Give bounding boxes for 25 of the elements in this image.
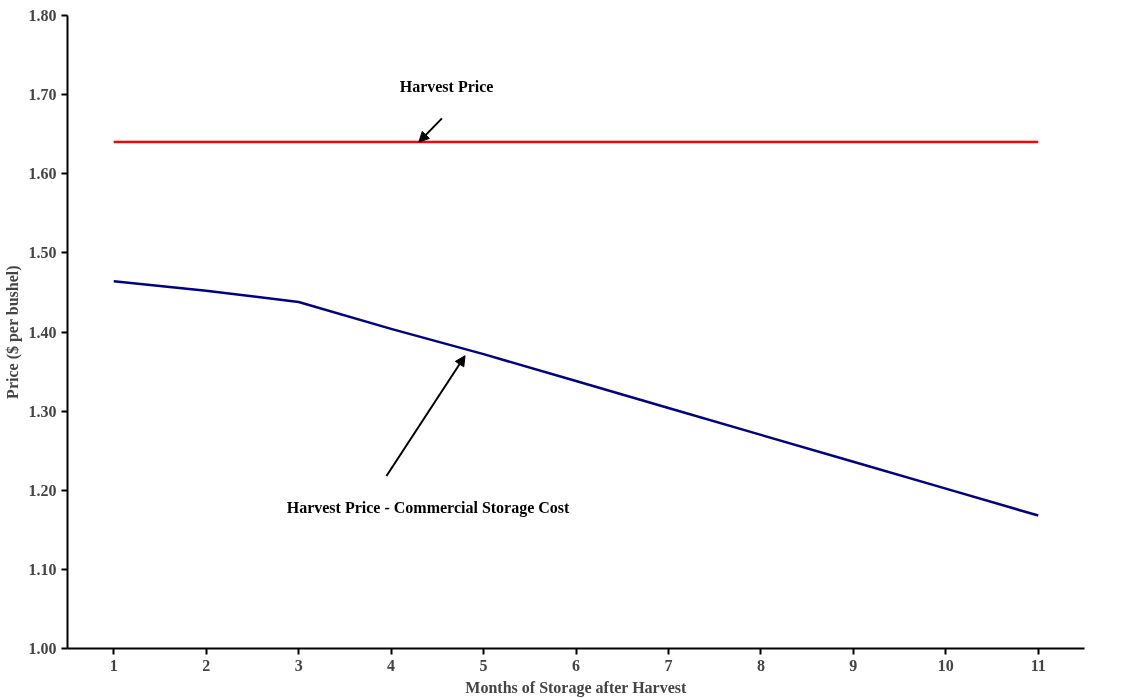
annotation: Harvest Price - Commercial Storage Cost: [286, 499, 571, 518]
y-axis-title: Price ($ per bushel): [3, 265, 22, 399]
x-tick-label: 8: [756, 656, 765, 674]
x-tick-label: 5: [479, 656, 488, 674]
x-tick-label: 4: [387, 656, 396, 674]
x-tick-label: 11: [1030, 656, 1046, 674]
y-tick-label: 1.70: [28, 86, 57, 104]
y-tick-label: 1.30: [28, 402, 57, 420]
x-tick-label: 3: [294, 656, 303, 674]
y-tick-label: 1.10: [28, 560, 57, 578]
y-tick-label: 1.50: [28, 244, 57, 262]
y-tick-label: 1.20: [28, 481, 57, 499]
line-series: [112, 280, 1040, 517]
annotation: Harvest Price: [399, 78, 494, 96]
y-tick-label: 1.00: [28, 640, 57, 657]
x-tick-label: 7: [664, 656, 673, 674]
x-tick-label: 2: [202, 656, 211, 674]
x-tick-label: 10: [937, 656, 954, 674]
x-tick-label: 1: [109, 656, 118, 674]
x-axis-title: Months of Storage after Harvest: [465, 678, 688, 697]
y-tick-label: 1.80: [28, 7, 57, 24]
y-tick-label: 1.60: [28, 165, 57, 183]
x-tick-label: 9: [849, 656, 858, 674]
y-tick-label: 1.40: [28, 323, 57, 341]
x-tick-label: 6: [572, 656, 580, 674]
